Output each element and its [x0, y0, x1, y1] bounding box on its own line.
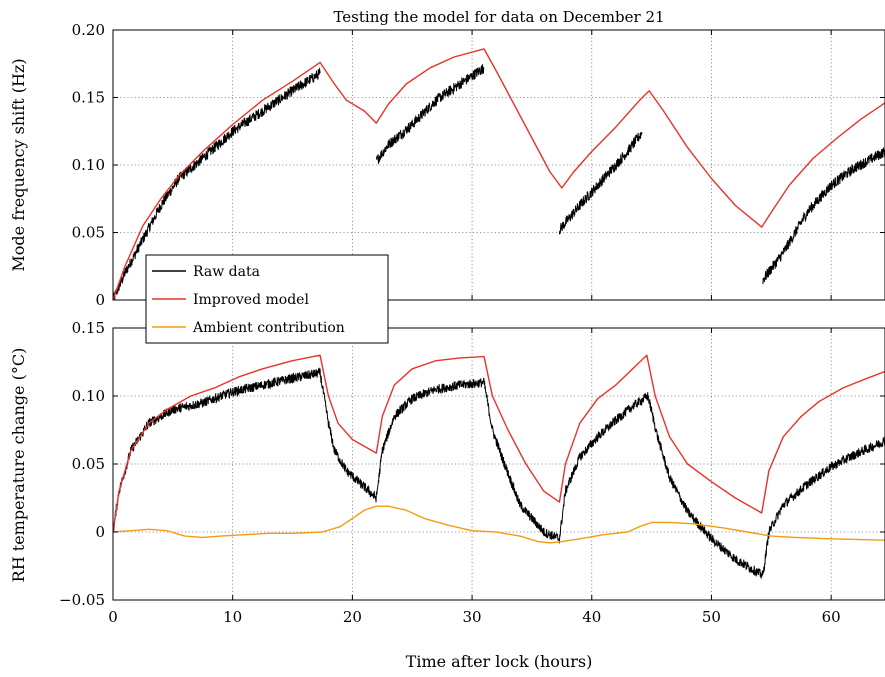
- bottom-grid: [113, 328, 885, 600]
- x-tick-label: 0: [108, 608, 118, 626]
- x-axis-label: Time after lock (hours): [406, 652, 593, 671]
- series-improved-model-line: [113, 354, 885, 533]
- legend-label-ambient-contribution: Ambient contribution: [192, 320, 345, 336]
- legend: Raw data Improved model Ambient contribu…: [145, 254, 389, 344]
- x-tick-label: 50: [702, 608, 721, 626]
- bottom-y-axis-label: RH temperature change (°C): [9, 348, 28, 583]
- x-tick-label: 60: [822, 608, 841, 626]
- top-y-ticks: 0 0.05 0.10 0.15 0.20: [72, 21, 885, 309]
- series-raw-data-segment: [375, 64, 485, 165]
- series-raw-data-segment: [762, 147, 885, 285]
- y-tick-label: 0.20: [72, 21, 105, 39]
- series-raw-data-segment: [113, 367, 885, 580]
- series-ambient-contribution-line: [113, 505, 885, 544]
- y-tick-label: 0.15: [72, 89, 105, 107]
- y-tick-label: 0.10: [72, 387, 105, 405]
- series-improved-model-line: [113, 48, 885, 300]
- x-tick-label: 40: [582, 608, 601, 626]
- y-tick-label: 0: [95, 291, 105, 309]
- top-series: [113, 48, 885, 300]
- legend-label-improved-model: Improved model: [193, 292, 309, 308]
- y-tick-label: 0.05: [72, 224, 105, 242]
- legend-label-raw-data: Raw data: [193, 264, 260, 280]
- series-raw-data-segment: [558, 132, 643, 235]
- x-tick-label: 10: [223, 608, 242, 626]
- top-grid: [113, 30, 885, 300]
- top-y-axis-label: Mode frequency shift (Hz): [9, 58, 28, 271]
- y-tick-label: 0.10: [72, 156, 105, 174]
- chart-title: Testing the model for data on December 2…: [333, 8, 664, 26]
- y-tick-label: 0.05: [72, 455, 105, 473]
- y-tick-label: 0: [95, 523, 105, 541]
- y-tick-label: 0.15: [72, 319, 105, 337]
- x-tick-label: 20: [343, 608, 362, 626]
- legend-box: [145, 254, 389, 344]
- series-raw-data-segment: [113, 67, 321, 300]
- x-tick-label: 30: [463, 608, 482, 626]
- top-panel: 0 0.05 0.10 0.15 0.20 Testing the model for …: [9, 8, 885, 309]
- bottom-series: [113, 354, 885, 580]
- y-tick-label: −0.05: [59, 591, 105, 609]
